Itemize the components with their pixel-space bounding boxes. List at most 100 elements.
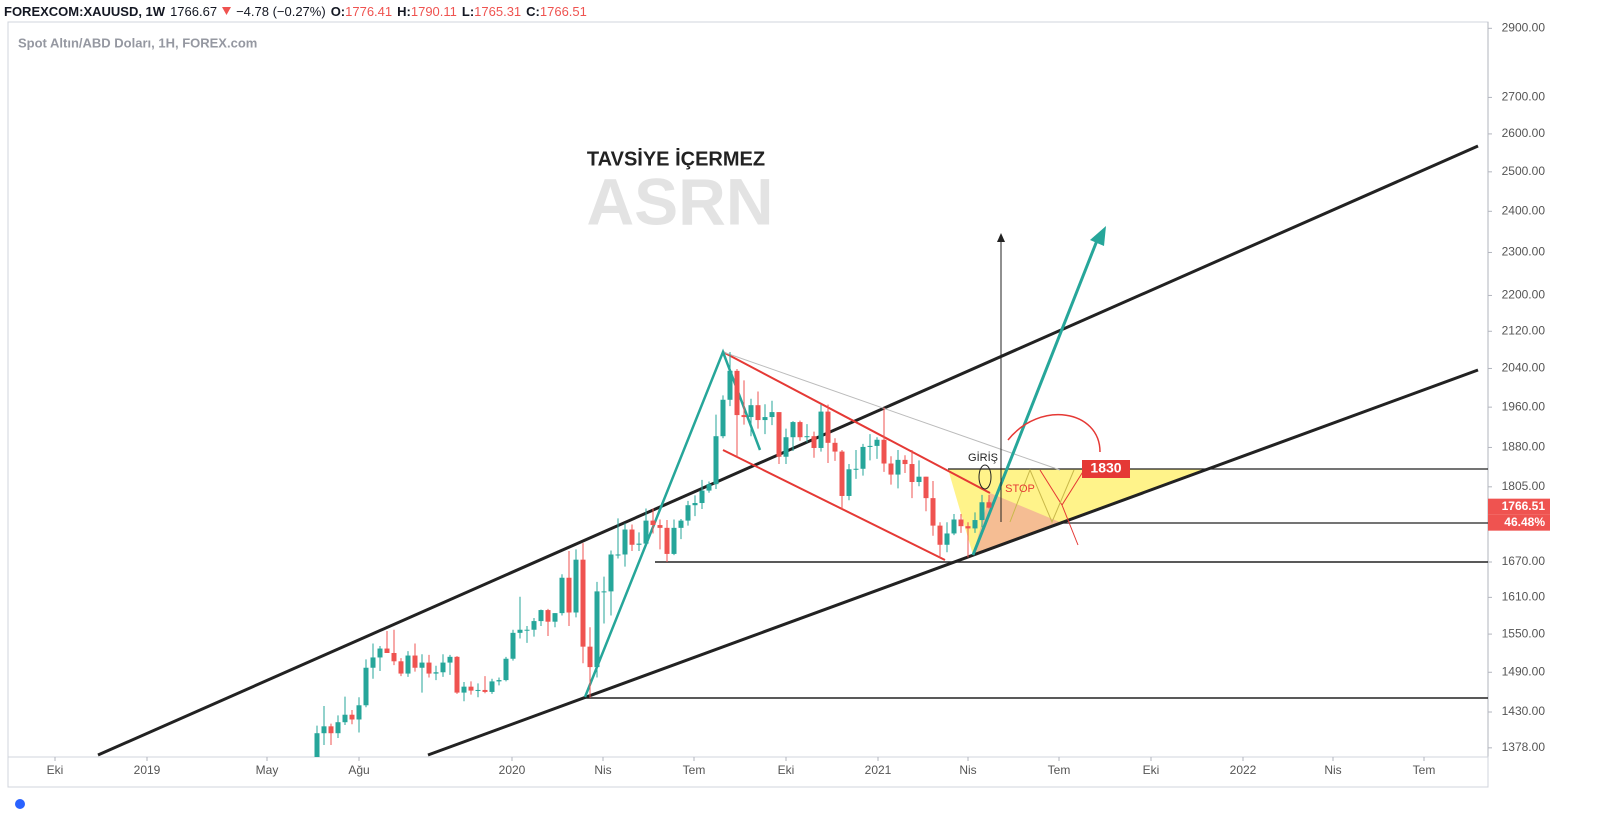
- high-label: H:: [397, 3, 411, 19]
- candle-body: [839, 451, 845, 496]
- candle-body: [496, 680, 502, 682]
- price-tag-label: 1766.51: [1502, 499, 1546, 513]
- target-label: 1830: [1090, 460, 1121, 476]
- candle-body: [573, 559, 579, 613]
- candle-body: [615, 554, 621, 556]
- arrow-head: [997, 233, 1005, 242]
- candle-body: [608, 554, 614, 592]
- candle-body: [986, 502, 992, 508]
- candle-body: [377, 648, 383, 658]
- candle-body: [391, 652, 397, 662]
- y-tick-label: 1805.00: [1502, 479, 1546, 493]
- candle-body: [594, 591, 600, 668]
- wave-line: [583, 348, 762, 698]
- red-channel-line: [722, 449, 946, 561]
- chart-title: TAVSİYE İÇERMEZ: [587, 147, 765, 170]
- icon[interactable]: [15, 799, 25, 809]
- header: FOREXCOM:XAUUSD, 1W 1766.67 −4.78 (−0.27…: [4, 2, 587, 20]
- candle-body: [636, 543, 642, 545]
- candle-body: [895, 459, 901, 475]
- candle-body: [937, 525, 943, 545]
- open-label: O:: [330, 3, 346, 19]
- zigzag: [1009, 468, 1075, 524]
- plot-frame: [7, 21, 1489, 758]
- chart-subtitle: Spot Altın/ABD Doları, 1H, FOREX.com: [18, 35, 257, 50]
- candle-body: [734, 370, 740, 416]
- candle-body: [363, 667, 369, 706]
- candle-body: [482, 689, 488, 692]
- stop-zone: [973, 493, 1062, 555]
- candle-body: [587, 646, 593, 668]
- curve-arrow: [1007, 414, 1101, 453]
- candle-body: [776, 412, 782, 457]
- candle-body: [475, 689, 481, 691]
- y-tick-label: 1490.00: [1502, 664, 1546, 678]
- candle-body: [314, 733, 320, 757]
- candle-body: [944, 533, 950, 545]
- candle-body: [867, 445, 873, 447]
- x-tick-label: Nis: [959, 763, 976, 777]
- candle-body: [531, 621, 537, 630]
- channel-line: [427, 368, 1479, 757]
- candle-body: [755, 405, 761, 421]
- candle-body: [524, 629, 530, 631]
- candle-body: [881, 439, 887, 464]
- x-tick-label: Eki: [47, 763, 64, 777]
- candle-body: [692, 503, 698, 506]
- candle-body: [412, 655, 418, 668]
- candle-body: [720, 399, 726, 437]
- candle-body: [321, 726, 327, 734]
- y-tick-label: 1550.00: [1502, 626, 1546, 640]
- candle-body: [825, 411, 831, 443]
- candle-body: [510, 632, 516, 659]
- candle-body: [706, 484, 712, 491]
- candle-body: [965, 526, 971, 529]
- candle-body: [902, 459, 908, 465]
- candle-body: [657, 525, 663, 528]
- entry-marker: [978, 464, 992, 490]
- y-tick-label: 1430.00: [1502, 704, 1546, 718]
- arrow-head: [1090, 226, 1106, 246]
- candle-body: [489, 681, 495, 692]
- candle-body: [454, 656, 460, 693]
- candle-body: [790, 422, 796, 438]
- candle-body: [762, 417, 768, 421]
- candle-body: [405, 655, 411, 674]
- candle-body: [461, 686, 467, 693]
- guide-line: [722, 351, 1061, 471]
- price: 1766.67: [170, 3, 218, 19]
- candle-body: [468, 686, 474, 691]
- down-triangle: [222, 7, 232, 15]
- y-tick-label: 2120.00: [1502, 323, 1546, 337]
- watermark: ASRN: [586, 164, 773, 238]
- x-tick-label: Ağu: [348, 763, 369, 777]
- candle-body: [685, 505, 691, 521]
- y-tick-label: 1378.00: [1502, 740, 1546, 754]
- target-box: [1082, 460, 1130, 478]
- change-tag: [1488, 514, 1550, 531]
- candle-body: [783, 437, 789, 457]
- y-tick-label: 2700.00: [1502, 90, 1546, 104]
- y-tick-label: 1670.00: [1502, 554, 1546, 568]
- candle-body: [797, 422, 803, 438]
- x-tick-label: Tem: [683, 763, 706, 777]
- candle-body: [727, 370, 733, 400]
- y-tick-label: 2900.00: [1502, 20, 1546, 34]
- candle-body: [699, 490, 705, 504]
- candle-body: [846, 469, 852, 496]
- candle-body: [748, 405, 754, 418]
- y-tick-label: 1610.00: [1502, 590, 1546, 604]
- y-tick-label: 2040.00: [1502, 361, 1546, 375]
- candle-body: [804, 436, 810, 438]
- candle-body: [888, 463, 894, 475]
- x-tick-label: 2019: [134, 763, 161, 777]
- y-tick-label: 2200.00: [1502, 288, 1546, 302]
- x-tick-label: 2020: [499, 763, 526, 777]
- close-label: C:: [526, 3, 540, 19]
- candle-body: [832, 442, 838, 452]
- candle-body: [951, 519, 957, 534]
- red-channel-line: [722, 351, 991, 494]
- y-tick-label: 1880.00: [1502, 440, 1546, 454]
- candle-body: [741, 415, 747, 418]
